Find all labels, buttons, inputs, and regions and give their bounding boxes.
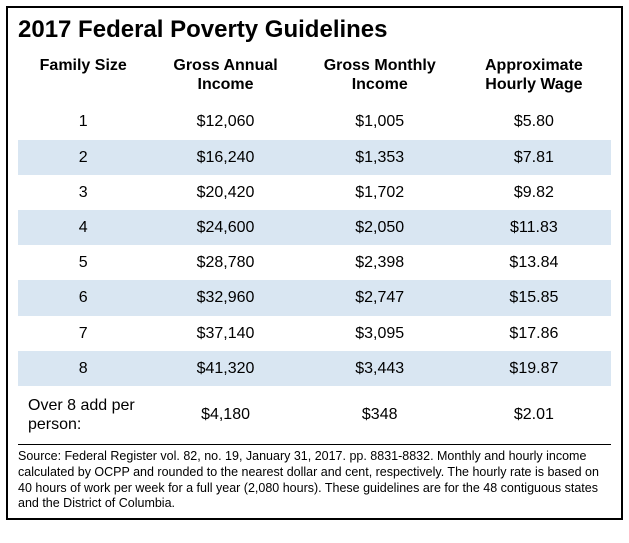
cell-annual: $16,240 [148,140,302,175]
cell-annual: $20,420 [148,175,302,210]
cell-annual: $32,960 [148,280,302,315]
cell-hourly: $7.81 [457,140,611,175]
cell-annual: $12,060 [148,104,302,139]
guidelines-frame: 2017 Federal Poverty Guidelines Family S… [6,6,623,520]
cell-over8-monthly: $348 [303,386,457,445]
cell-monthly: $1,702 [303,175,457,210]
table-row: 2 $16,240 $1,353 $7.81 [18,140,611,175]
poverty-table: Family Size Gross Annual Income Gross Mo… [18,50,611,445]
cell-monthly: $3,095 [303,316,457,351]
cell-size: 8 [18,351,148,386]
cell-monthly: $2,050 [303,210,457,245]
table-row: 3 $20,420 $1,702 $9.82 [18,175,611,210]
col-hourly-wage: Approximate Hourly Wage [457,50,611,104]
cell-hourly: $9.82 [457,175,611,210]
table-header-row: Family Size Gross Annual Income Gross Mo… [18,50,611,104]
cell-annual: $24,600 [148,210,302,245]
cell-over8-label: Over 8 add per person: [18,386,148,445]
cell-hourly: $5.80 [457,104,611,139]
table-row: 4 $24,600 $2,050 $11.83 [18,210,611,245]
cell-hourly: $19.87 [457,351,611,386]
cell-annual: $41,320 [148,351,302,386]
page-title: 2017 Federal Poverty Guidelines [18,16,611,44]
cell-size: 6 [18,280,148,315]
cell-hourly: $13.84 [457,245,611,280]
cell-over8-annual: $4,180 [148,386,302,445]
cell-annual: $28,780 [148,245,302,280]
cell-hourly: $17.86 [457,316,611,351]
cell-size: 2 [18,140,148,175]
cell-annual: $37,140 [148,316,302,351]
cell-size: 7 [18,316,148,351]
cell-monthly: $2,398 [303,245,457,280]
table-row: 1 $12,060 $1,005 $5.80 [18,104,611,139]
col-family-size: Family Size [18,50,148,104]
source-note: Source: Federal Register vol. 82, no. 19… [18,449,611,512]
col-gross-annual: Gross Annual Income [148,50,302,104]
cell-hourly: $15.85 [457,280,611,315]
table-row: 6 $32,960 $2,747 $15.85 [18,280,611,315]
cell-monthly: $3,443 [303,351,457,386]
cell-size: 3 [18,175,148,210]
cell-size: 1 [18,104,148,139]
table-row: 7 $37,140 $3,095 $17.86 [18,316,611,351]
cell-over8-hourly: $2.01 [457,386,611,445]
table-row-over8: Over 8 add per person: $4,180 $348 $2.01 [18,386,611,445]
cell-monthly: $2,747 [303,280,457,315]
cell-size: 5 [18,245,148,280]
cell-hourly: $11.83 [457,210,611,245]
cell-monthly: $1,005 [303,104,457,139]
cell-monthly: $1,353 [303,140,457,175]
col-gross-monthly: Gross Monthly Income [303,50,457,104]
table-row: 5 $28,780 $2,398 $13.84 [18,245,611,280]
cell-size: 4 [18,210,148,245]
table-row: 8 $41,320 $3,443 $19.87 [18,351,611,386]
